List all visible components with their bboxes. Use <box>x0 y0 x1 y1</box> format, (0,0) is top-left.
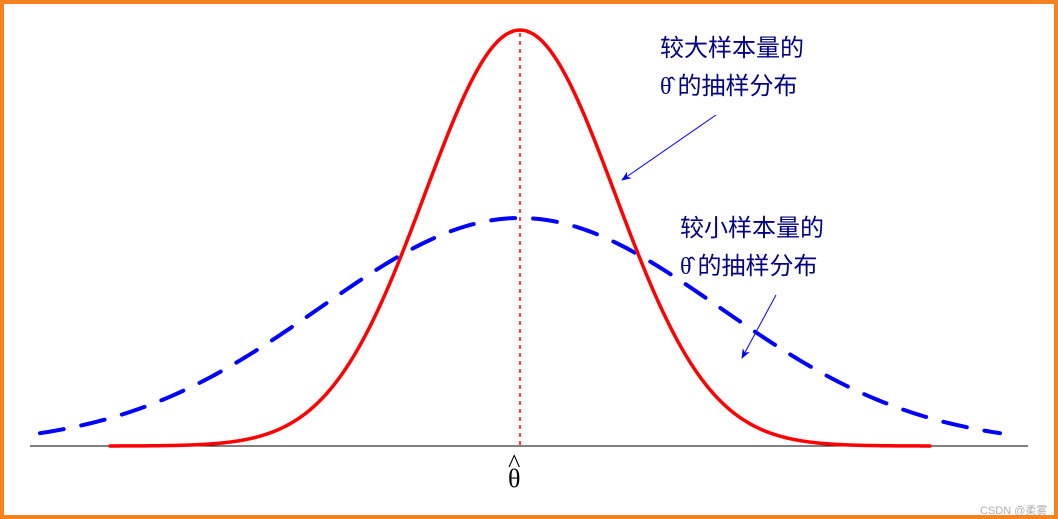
x-axis-label-theta-hat: ^ θ <box>508 457 520 494</box>
chart-svg <box>0 0 1058 519</box>
theta-symbol: θ <box>508 464 520 494</box>
annotation-large-line2: θ̂ 的抽样分布 <box>660 68 804 106</box>
annotation-small-sample: 较小样本量的 θ̂ 的抽样分布 <box>680 210 824 287</box>
annotation-large-line2-rest: 的抽样分布 <box>672 74 798 100</box>
watermark: CSDN @柔雾 <box>980 502 1047 518</box>
annotation-small-line2: θ̂ 的抽样分布 <box>680 248 824 286</box>
theta-hat-small: θ̂ <box>680 254 692 280</box>
annotation-small-line1: 较小样本量的 <box>680 210 824 248</box>
annotation-large-line1: 较大样本量的 <box>660 30 804 68</box>
annotation-small-line2-rest: 的抽样分布 <box>692 254 818 280</box>
theta-hat-large: θ̂ <box>660 74 672 100</box>
annotation-large-sample: 较大样本量的 θ̂ 的抽样分布 <box>660 30 804 107</box>
chart-frame: 较大样本量的 θ̂ 的抽样分布 较小样本量的 θ̂ 的抽样分布 ^ θ CSDN… <box>0 0 1058 519</box>
